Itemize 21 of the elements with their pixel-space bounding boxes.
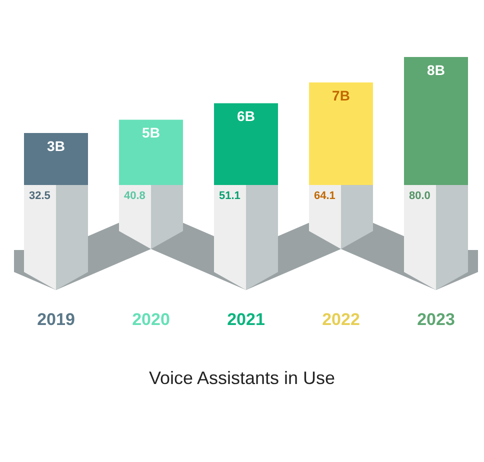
- text: Voice Assistants in Use: [148, 368, 336, 388]
- data-label: 32.5: [29, 190, 50, 202]
- x-tick-label: 2020: [132, 310, 170, 329]
- annotation: 5B: [142, 124, 160, 141]
- x-tick-label: 2022: [322, 310, 360, 329]
- annotation: 3B: [47, 138, 65, 154]
- data-label: 40.8: [124, 190, 146, 202]
- annotation: 8B: [427, 62, 445, 78]
- data-label: 51.1: [219, 190, 240, 202]
- bar: [404, 57, 468, 185]
- annotation: 7B: [332, 87, 350, 104]
- bar: [119, 120, 183, 185]
- data-label: 80.0: [409, 190, 430, 202]
- x-tick-label: 2023: [417, 310, 455, 329]
- x-tick-label: 2021: [227, 310, 265, 329]
- annotation: 6B: [237, 108, 255, 124]
- bar: [214, 103, 278, 185]
- bar: [24, 133, 88, 185]
- x-tick-label: 2019: [37, 310, 75, 329]
- bar: [309, 82, 373, 185]
- data-label: 64.1: [314, 190, 336, 202]
